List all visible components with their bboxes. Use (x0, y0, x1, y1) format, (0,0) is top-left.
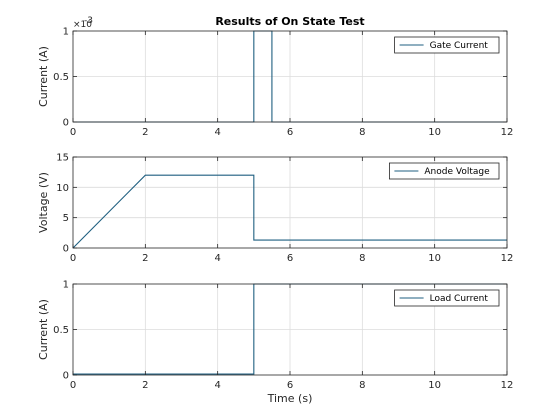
x-tick-label: 0 (70, 253, 76, 264)
x-tick-label: 4 (214, 127, 220, 138)
legend-box (388, 162, 500, 180)
y-tick-label: 15 (56, 153, 69, 164)
x-tick-label: 10 (428, 127, 441, 138)
y-tick-label: 1 (63, 27, 69, 38)
y-tick-label: 10 (56, 183, 69, 194)
chart-title: Results of On State Test (215, 15, 364, 28)
legend: Gate Current (394, 36, 500, 54)
x-tick-label: 12 (501, 253, 514, 264)
series-line-anode-voltage (72, 174, 507, 249)
subplot-2: 0 2 4 6 8 10 12 0 5 10 15 Voltage (V) Anode Voltage (37, 153, 513, 265)
legend-label: Gate Current (430, 41, 489, 51)
y-tick-label: 0 (63, 244, 69, 255)
legend-box (394, 36, 500, 54)
x-tick-label: 6 (287, 127, 293, 138)
x-tick-label: 10 (428, 253, 441, 264)
x-tick-label: 12 (501, 127, 514, 138)
y-axis-label: Current (A) (37, 299, 50, 360)
y-tick-label: 0.5 (53, 325, 69, 336)
y-tick-label: 0 (63, 118, 69, 129)
legend-box (394, 289, 500, 307)
x-tick-label: 8 (359, 380, 365, 391)
y-tick-label: 1 (63, 280, 69, 291)
x-tick-label: 6 (287, 253, 293, 264)
legend-label: Anode Voltage (424, 167, 490, 177)
x-tick-label: 10 (428, 380, 441, 391)
y-tick-label: 0 (63, 371, 69, 382)
legend-label: Load Current (430, 294, 489, 304)
subplot-3: 0 2 4 6 8 10 12 0 0.5 1 Current (A) Time (s) Load Cu… (37, 280, 513, 406)
x-tick-label: 0 (70, 127, 76, 138)
x-tick-label: 4 (214, 380, 220, 391)
y-multiplier-exponent: -3 (84, 16, 93, 26)
x-axis-label: Time (s) (267, 392, 313, 405)
subplot-1: 0 2 4 6 8 10 12 0 0.5 1 Current (A) Results of On S… (37, 15, 513, 138)
x-tick-label: 2 (142, 253, 148, 264)
x-tick-label: 6 (287, 380, 293, 391)
x-tick-label: 8 (359, 253, 365, 264)
x-tick-label: 12 (501, 380, 514, 391)
y-multiplier-label: ×10 (73, 20, 92, 30)
x-tick-label: 2 (142, 380, 148, 391)
x-tick-label: 2 (142, 127, 148, 138)
x-tick-label: 4 (214, 253, 220, 264)
y-tick-label: 0.5 (53, 72, 69, 83)
y-tick-label: 5 (63, 213, 69, 224)
legend: Anode Voltage (388, 162, 500, 180)
x-tick-label: 8 (359, 127, 365, 138)
y-axis-label: Voltage (V) (37, 172, 50, 233)
x-tick-label: 0 (70, 380, 76, 391)
legend: Load Current (394, 289, 500, 307)
y-axis-label: Current (A) (37, 46, 50, 107)
